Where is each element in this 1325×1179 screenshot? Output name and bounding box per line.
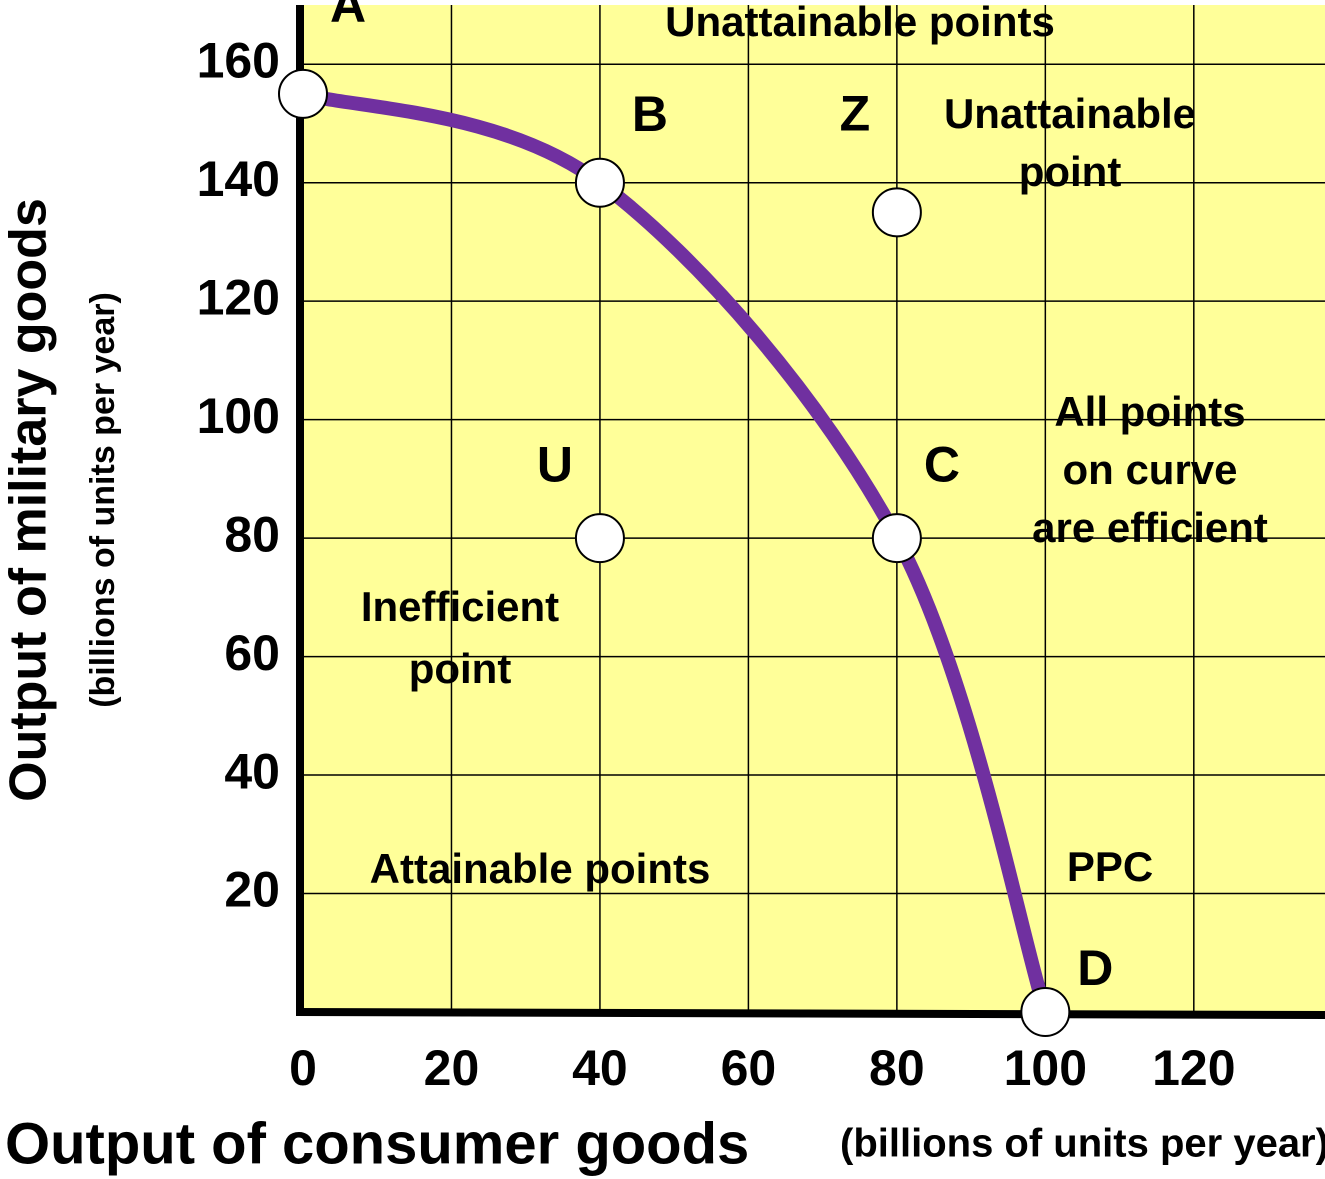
annotation: All points xyxy=(1054,388,1245,435)
x-tick-label: 40 xyxy=(572,1040,628,1096)
y-tick-label: 40 xyxy=(224,743,280,799)
x-axis xyxy=(295,1008,1325,1019)
x-tick-label: 20 xyxy=(424,1040,480,1096)
point xyxy=(574,513,625,564)
y-subtitle: (billions of units per year) xyxy=(84,292,122,708)
annotation: Inefficient xyxy=(361,583,559,630)
point-label: B xyxy=(632,86,668,142)
annotation: point xyxy=(1019,148,1122,195)
x-tick-label: 60 xyxy=(721,1040,777,1096)
y-tick-label: 160 xyxy=(197,32,280,88)
annotation: on curve xyxy=(1062,446,1237,493)
point-label: Z xyxy=(840,86,871,142)
point-label: U xyxy=(537,436,573,492)
point xyxy=(871,513,922,564)
point-label: A xyxy=(330,0,366,33)
annotation: are efficient xyxy=(1032,504,1268,551)
point xyxy=(574,157,625,208)
y-tick-label: 20 xyxy=(224,862,280,918)
x-subtitle: (billions of units per year) xyxy=(840,1122,1325,1166)
x-tick-label: 80 xyxy=(869,1040,925,1096)
plot-area xyxy=(300,5,1325,1012)
point-label: D xyxy=(1077,940,1113,996)
annotation: Unattainable points xyxy=(665,0,1055,45)
y-tick-label: 120 xyxy=(197,269,280,325)
curve xyxy=(300,87,1053,1015)
y-title: Output of military goods xyxy=(0,198,58,802)
x-tick-label: 120 xyxy=(1152,1040,1235,1096)
series-label: PPC xyxy=(1067,843,1153,890)
x-title: Output of consumer goods xyxy=(5,1111,749,1176)
annotation: Attainable points xyxy=(370,845,711,892)
y-tick-label: 60 xyxy=(224,625,280,681)
y-tick-label: 100 xyxy=(197,388,280,444)
annotation: Unattainable xyxy=(944,90,1196,137)
point xyxy=(1020,987,1071,1037)
y-tick-label: 140 xyxy=(197,151,280,207)
x-tick-label: 0 xyxy=(289,1040,317,1096)
point-label: C xyxy=(924,436,960,492)
annotation: point xyxy=(409,645,512,692)
x-tick-label: 100 xyxy=(1004,1040,1087,1096)
point xyxy=(278,68,328,119)
y-tick-label: 80 xyxy=(224,506,280,562)
point xyxy=(871,187,922,238)
